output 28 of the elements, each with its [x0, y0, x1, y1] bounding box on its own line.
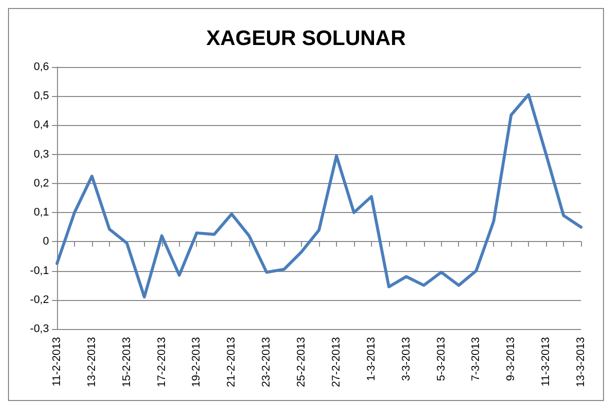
y-tick-label: 0,6 — [34, 61, 49, 73]
y-tick-label: -0,2 — [30, 294, 49, 306]
x-tick-label: 11-2-2013 — [51, 337, 63, 386]
x-tick-label: 13-3-2013 — [575, 337, 587, 388]
x-tick-label: 7-3-2013 — [470, 337, 482, 382]
x-tick-label: 1-3-2013 — [365, 337, 378, 382]
x-tick-label: 11-3-2013 — [540, 337, 552, 386]
line-series — [56, 93, 582, 298]
y-tick-label: 0,2 — [34, 177, 49, 190]
chart-title: XAGEUR SOLUNAR — [206, 27, 406, 50]
x-tick-label: 9-3-2013 — [505, 337, 518, 382]
x-tick-label: 21-2-2013 — [226, 337, 238, 388]
x-tick-label: 25-2-2013 — [296, 337, 308, 388]
x-tick-label: 19-2-2013 — [190, 337, 203, 388]
y-tick-label: -0,1 — [30, 264, 49, 277]
x-tick-label: 15-2-2013 — [120, 337, 133, 388]
x-tick-label: 13-2-2013 — [86, 337, 98, 388]
x-tick-label: 27-2-2013 — [330, 337, 342, 388]
y-tick-label: 0 — [42, 236, 49, 248]
y-tick-label: 0,5 — [34, 90, 49, 102]
x-tick-label: 5-3-2013 — [435, 337, 448, 382]
x-tick-label: 3-3-2013 — [400, 337, 412, 382]
x-tick-label: 23-2-2013 — [260, 337, 273, 388]
y-tick-label: -0,3 — [30, 323, 49, 335]
x-tick-label: 17-2-2013 — [156, 337, 168, 388]
y-tick-label: 0,3 — [34, 148, 49, 160]
y-tick-label: 0,1 — [34, 206, 49, 219]
y-tick-label: 0,4 — [34, 119, 49, 132]
